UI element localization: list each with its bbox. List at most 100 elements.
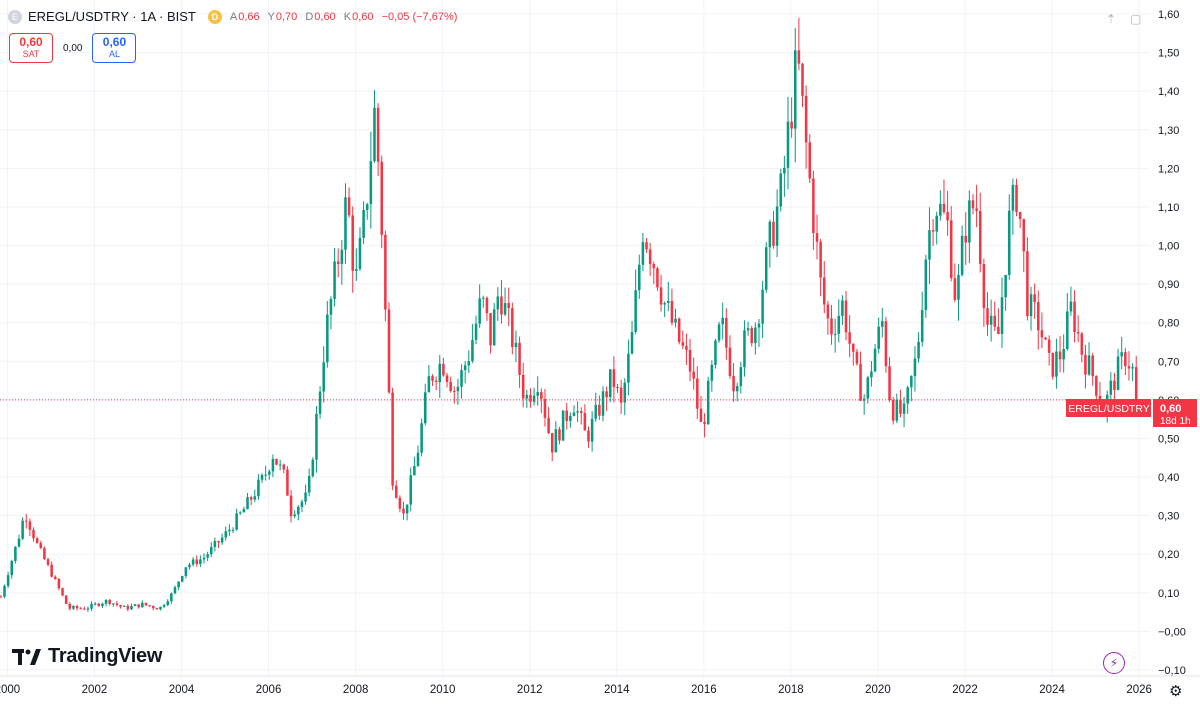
candle-body (420, 423, 423, 453)
candle-body (384, 234, 387, 310)
candle-body (554, 429, 558, 453)
last-price-tag-value: 0,60 (1160, 403, 1181, 415)
candle-body (848, 332, 851, 344)
candle-body (750, 328, 753, 344)
candle-body (587, 430, 590, 442)
arrow-up-icon[interactable]: ⇡ (1106, 12, 1117, 26)
candle-body (989, 315, 993, 325)
candle-body (394, 485, 398, 498)
candle-body (14, 546, 17, 561)
candle-body (696, 378, 699, 409)
maximize-icon[interactable]: ▢ (1130, 12, 1142, 26)
candle-body (1124, 352, 1127, 367)
candle-body (478, 298, 481, 324)
candle-body (812, 178, 815, 234)
candle-body (754, 327, 757, 344)
candle-body (601, 391, 605, 416)
time-tick-label: 2010 (430, 684, 456, 696)
candle-body (304, 492, 307, 502)
candle-body (674, 318, 677, 323)
grid (0, 0, 1150, 678)
candle-body (815, 233, 819, 242)
candle-body (39, 542, 43, 549)
candle-body (757, 323, 761, 328)
candle-body (638, 264, 641, 291)
candle-body (1051, 352, 1055, 377)
candle-body (224, 531, 228, 538)
candle-body (576, 411, 579, 413)
candle-body (968, 200, 971, 243)
candle-body (1080, 333, 1084, 355)
candle-body (732, 375, 735, 392)
candle-body (605, 391, 608, 398)
candle-body (264, 474, 267, 476)
top-right-controls: ⇡ ▢ (1106, 12, 1141, 26)
candle-body (409, 475, 413, 505)
candle-body (405, 504, 409, 514)
candle-body (355, 268, 358, 271)
candle-body (492, 309, 496, 346)
candle-body (743, 330, 746, 368)
candle-body (598, 404, 601, 416)
candle-body (746, 328, 750, 331)
candle-body (434, 380, 438, 383)
candle-body (775, 206, 779, 246)
buy-button[interactable]: 0,60 AL (92, 33, 137, 63)
symbol-price-tag (1066, 399, 1151, 417)
price-tick-label: 0,80 (1158, 318, 1179, 330)
low-value: 0,60 (314, 10, 336, 23)
candle-body (619, 387, 623, 403)
candle-body (627, 353, 630, 383)
candle-body (1066, 311, 1069, 349)
candle-body (565, 410, 568, 421)
sell-button[interactable]: 0,60 SAT (9, 33, 53, 63)
candle-body (206, 554, 209, 558)
candle-body (260, 474, 264, 480)
candle-body (935, 215, 938, 232)
tradingview-logo-mark (12, 648, 41, 665)
candle-body (986, 308, 989, 325)
candle-body (75, 606, 79, 609)
tradingview-logo[interactable]: TradingView (12, 645, 162, 668)
candle-body (859, 363, 862, 401)
candle-body (906, 387, 909, 404)
bolt-icon[interactable]: ⚡ (1103, 652, 1125, 674)
settings-icon[interactable]: ⚙ (1169, 683, 1183, 700)
price-tick-label: −0,00 (1158, 626, 1186, 638)
candle-body (83, 608, 86, 610)
candle-body (670, 300, 674, 323)
candle-body (688, 349, 692, 372)
candle-body (924, 259, 928, 311)
candle-body (623, 382, 627, 403)
candle-body (1098, 395, 1102, 403)
candle-body (17, 538, 21, 547)
candle-body (692, 371, 695, 379)
candle-body (122, 605, 126, 607)
candle-body (463, 365, 467, 371)
candle-body (1084, 354, 1087, 375)
symbol-title[interactable]: EREGL/USDTRY · 1A · BIST (28, 9, 196, 24)
candle-body (514, 342, 518, 348)
candle-body (101, 603, 104, 606)
candle-body (801, 63, 804, 96)
candle-body (594, 404, 598, 419)
candle-body (362, 209, 365, 238)
open-value: 0,66 (238, 10, 260, 23)
candle-body (293, 514, 296, 517)
candle-body (837, 315, 841, 334)
candle-body (3, 585, 6, 597)
candle-body (97, 603, 101, 606)
candle-body (249, 497, 253, 500)
candle-body (881, 321, 884, 327)
candle-body (126, 605, 130, 610)
candle-body (1087, 355, 1091, 375)
price-tick-label: −0,10 (1158, 665, 1186, 677)
candle-body (1069, 301, 1073, 312)
candle-body (659, 287, 663, 305)
candle-body (159, 606, 162, 610)
candle-body (808, 142, 812, 179)
candle-body (173, 587, 177, 594)
candle-body (1004, 274, 1007, 298)
delayed-data-badge[interactable]: D (207, 9, 222, 24)
